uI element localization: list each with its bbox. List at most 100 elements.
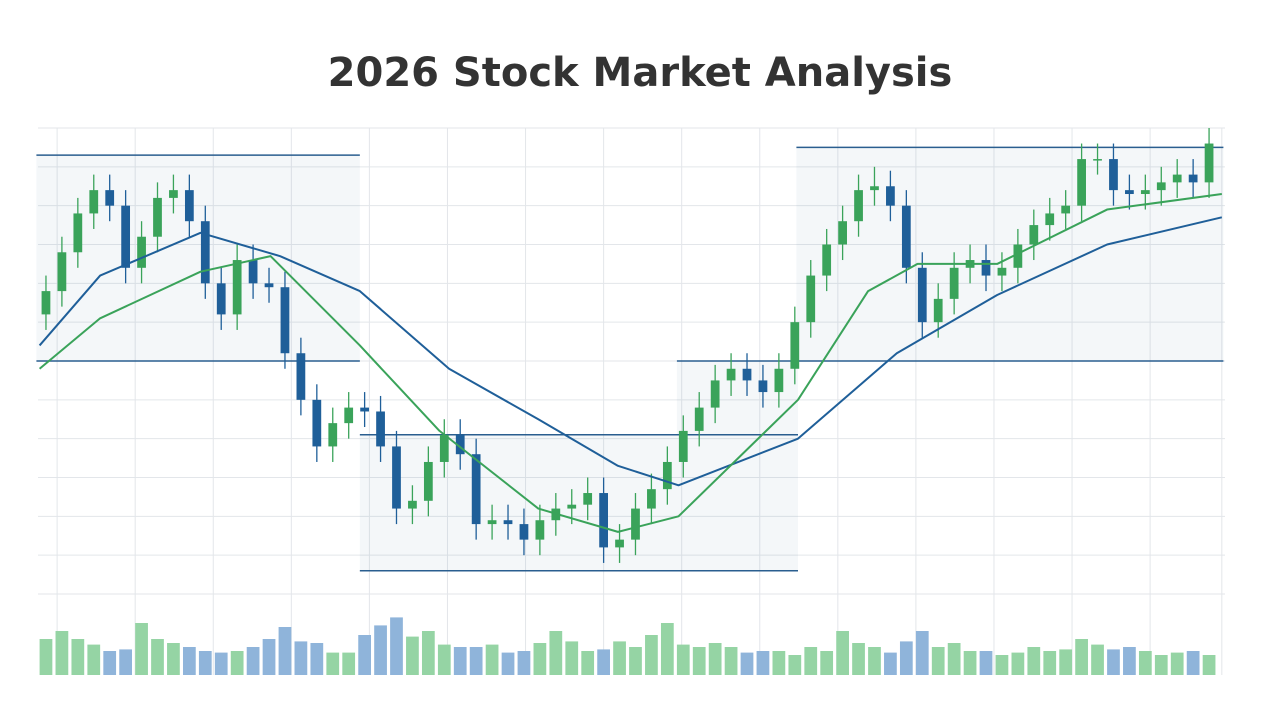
candle-body: [1061, 205, 1071, 214]
volume-bar: [660, 623, 674, 675]
candle-body: [296, 353, 306, 400]
volume-bar: [979, 651, 993, 675]
candle-body: [1077, 159, 1086, 206]
volume-bar: [708, 643, 722, 675]
volume-bar: [246, 647, 260, 675]
volume-bar: [1138, 651, 1152, 675]
candle-body: [41, 291, 51, 315]
candle-body: [1093, 159, 1102, 161]
candle-body: [806, 275, 816, 323]
volume-bar: [1202, 655, 1216, 675]
zone: [796, 147, 1224, 361]
candle-body: [774, 368, 784, 393]
candle-body: [694, 407, 704, 431]
volume-bar: [1027, 647, 1041, 675]
candle-body: [503, 520, 513, 525]
volume-bar: [613, 641, 626, 675]
volume-bar: [294, 641, 308, 675]
volume-bar: [1186, 651, 1200, 675]
volume-bar: [868, 647, 881, 675]
volume-bar: [406, 636, 419, 675]
volume-bar: [788, 655, 802, 675]
volume-bar: [597, 649, 610, 675]
volume-bar: [103, 651, 117, 675]
volume-bar: [1107, 649, 1120, 675]
candle-body: [392, 446, 401, 509]
candle-body: [997, 267, 1007, 276]
volume-bar: [724, 647, 738, 675]
candle-body: [726, 368, 736, 381]
candle-body: [232, 260, 242, 315]
candle-body: [519, 524, 529, 540]
volume-bar: [820, 651, 834, 675]
volume-bar: [453, 647, 467, 675]
volume-bar: [326, 652, 340, 675]
candle-body: [89, 190, 99, 214]
candle-body: [917, 267, 927, 323]
candle-body: [662, 461, 672, 490]
volume-bar: [469, 647, 483, 675]
candle-body: [886, 186, 895, 206]
volume-bar: [374, 625, 387, 675]
candle-body: [583, 493, 593, 505]
candle-body: [344, 407, 354, 424]
volume-bar: [87, 644, 101, 675]
volume-bar: [517, 651, 531, 675]
candle-body: [1045, 213, 1055, 226]
volume-bar: [135, 623, 148, 675]
volume-bar: [55, 631, 69, 675]
candle-body: [248, 260, 258, 284]
candle-body: [376, 411, 385, 447]
volume-bar: [262, 639, 276, 675]
volume-bar: [1123, 647, 1136, 675]
candle-body: [73, 213, 83, 253]
volume-bar: [947, 643, 961, 675]
zone: [359, 434, 798, 571]
candle-body: [169, 190, 178, 198]
volume-bar: [1170, 652, 1184, 675]
candle-body: [455, 434, 465, 455]
volume-bar: [421, 631, 435, 675]
volume-bar: [1043, 651, 1057, 675]
volume-bar: [198, 651, 212, 675]
volume-bar: [852, 643, 865, 675]
volume-bar: [501, 652, 515, 675]
candle-body: [153, 197, 162, 237]
volume-bar: [39, 639, 53, 675]
candle-body: [790, 322, 800, 369]
candle-body: [184, 190, 194, 222]
candle-body: [1204, 143, 1214, 183]
candle-body: [1029, 225, 1039, 245]
candle-body: [678, 430, 688, 462]
candle-body: [1188, 174, 1198, 183]
candle-body: [280, 287, 290, 354]
candle-body: [105, 190, 115, 206]
candle-body: [758, 380, 768, 393]
candle-body: [200, 221, 210, 284]
candle-body: [933, 298, 943, 323]
volume-bar: [549, 631, 563, 675]
volume-bar: [182, 647, 196, 675]
volume-bar: [804, 647, 818, 675]
candle-body: [854, 190, 863, 222]
candle-body: [599, 493, 608, 548]
volume-bar: [151, 639, 164, 675]
volume-bar: [390, 617, 403, 675]
volume-bar: [278, 627, 292, 675]
moving-average: [38, 193, 1222, 533]
candle-body: [1172, 174, 1182, 183]
candle-body: [471, 454, 481, 525]
volume-bar: [485, 644, 499, 675]
volume-bar: [772, 651, 786, 675]
volume-bar: [1154, 655, 1168, 675]
candle-body: [567, 504, 577, 509]
volume-bar: [645, 635, 658, 675]
chart-title: 2026 Stock Market Analysis: [328, 50, 953, 96]
candle-body: [1125, 190, 1134, 195]
moving-average: [38, 216, 1223, 487]
candle-body: [328, 423, 338, 447]
volume-bar: [565, 641, 579, 675]
candle-body: [710, 380, 720, 408]
